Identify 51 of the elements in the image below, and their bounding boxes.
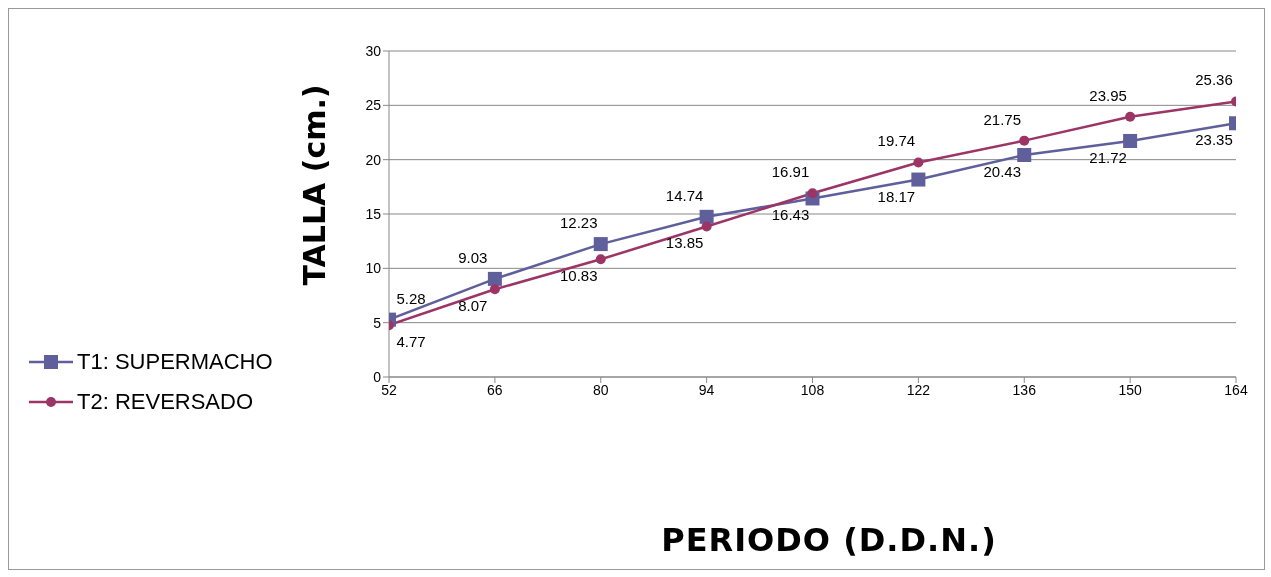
point bbox=[1123, 133, 1138, 148]
data-label: 16.43 bbox=[771, 206, 810, 224]
data-label: 8.07 bbox=[458, 297, 488, 315]
data-label: 14.74 bbox=[665, 186, 704, 204]
data-label: 4.77 bbox=[396, 333, 426, 351]
data-label: 19.74 bbox=[877, 132, 916, 150]
data-label: 13.85 bbox=[665, 234, 704, 252]
data-label: 21.72 bbox=[1089, 148, 1127, 166]
data-label: 10.83 bbox=[559, 267, 598, 285]
x-tick-label: 66 bbox=[487, 381, 503, 398]
y-tick-label: 25 bbox=[365, 97, 382, 114]
point bbox=[1125, 111, 1136, 122]
x-tick-label: 136 bbox=[1012, 381, 1037, 398]
x-tick-label: 52 bbox=[381, 381, 397, 398]
data-label: 20.43 bbox=[983, 162, 1022, 180]
y-tick-label: 10 bbox=[365, 260, 382, 277]
y-tick-label: 30 bbox=[365, 42, 382, 59]
y-axis-title: TALLA (cm.) bbox=[296, 84, 332, 286]
data-label: 25.36 bbox=[1195, 71, 1233, 89]
legend-label: T1: SUPERMACHO bbox=[77, 349, 273, 375]
x-tick-label: 122 bbox=[906, 381, 931, 398]
y-tick-label: 20 bbox=[365, 151, 382, 168]
point bbox=[595, 254, 606, 265]
point bbox=[489, 284, 500, 295]
data-label: 23.95 bbox=[1089, 86, 1127, 104]
point bbox=[913, 157, 924, 168]
legend-label: T2: REVERSADO bbox=[77, 389, 254, 415]
data-label: 5.28 bbox=[396, 289, 426, 307]
point bbox=[487, 271, 502, 286]
y-tick-label: 15 bbox=[365, 205, 382, 222]
point bbox=[1019, 135, 1030, 146]
y-tick-label: 0 bbox=[373, 368, 382, 385]
data-label: 12.23 bbox=[559, 214, 598, 232]
point bbox=[699, 209, 714, 224]
point bbox=[807, 188, 818, 199]
x-tick-label: 150 bbox=[1118, 381, 1143, 398]
x-tick-label: 80 bbox=[592, 381, 609, 398]
point bbox=[593, 237, 608, 252]
data-label: 21.75 bbox=[983, 110, 1022, 128]
data-label: 18.17 bbox=[877, 187, 916, 205]
point bbox=[911, 172, 926, 187]
data-label: 9.03 bbox=[458, 248, 488, 266]
y-tick-label: 5 bbox=[373, 314, 382, 331]
point bbox=[1017, 147, 1032, 162]
x-axis-title: PERIODO (D.D.N.) bbox=[660, 521, 998, 559]
x-tick-label: 164 bbox=[1224, 381, 1248, 398]
data-label: 23.35 bbox=[1195, 131, 1233, 149]
data-label: 16.91 bbox=[771, 163, 810, 181]
x-tick-label: 94 bbox=[698, 381, 715, 398]
point bbox=[701, 221, 712, 232]
x-tick-label: 108 bbox=[800, 381, 825, 398]
